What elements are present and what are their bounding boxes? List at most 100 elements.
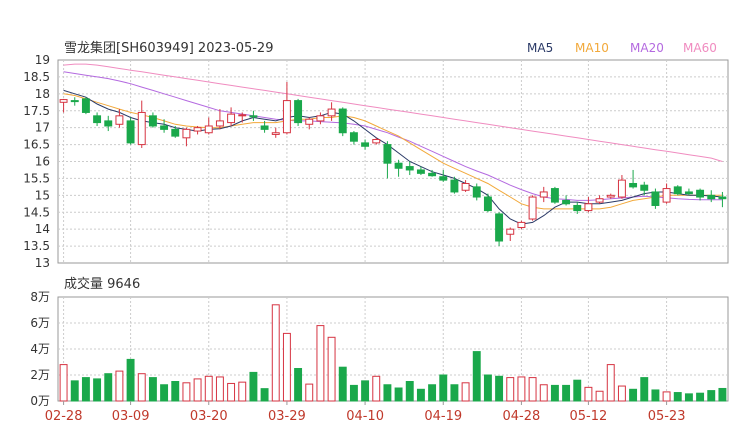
candle-body bbox=[528, 196, 537, 220]
candle-body bbox=[472, 186, 481, 198]
volume-bar bbox=[70, 380, 79, 402]
candle-body bbox=[696, 189, 705, 198]
candle-body bbox=[93, 115, 102, 124]
volume-bar bbox=[718, 387, 727, 402]
volume-bar bbox=[606, 364, 615, 402]
volume-bar bbox=[573, 379, 582, 402]
volume-bar bbox=[461, 382, 470, 402]
price-y-tick-label: 16 bbox=[35, 155, 50, 169]
volume-y-tick-label: 6万 bbox=[30, 316, 50, 330]
candle-body bbox=[539, 191, 548, 198]
price-y-tick-label: 15 bbox=[35, 188, 50, 202]
legend-ma10: MA10 bbox=[575, 41, 609, 55]
volume-bar bbox=[249, 371, 258, 402]
candle-body bbox=[104, 120, 113, 127]
candle-body bbox=[629, 182, 638, 188]
candle-body bbox=[562, 199, 571, 205]
volume-bar bbox=[327, 336, 336, 402]
volume-bar bbox=[383, 384, 392, 402]
volume-bar bbox=[528, 377, 537, 402]
ma5-line bbox=[63, 89, 723, 225]
volume-bar bbox=[316, 325, 325, 402]
x-tick-label: 05-23 bbox=[648, 409, 686, 424]
candle-body bbox=[171, 128, 180, 137]
volume-y-tick-label: 2万 bbox=[30, 368, 50, 382]
price-y-tick-label: 18 bbox=[35, 87, 50, 101]
volume-bar bbox=[629, 388, 638, 402]
price-y-tick-label: 14 bbox=[35, 222, 50, 236]
candle-body bbox=[517, 221, 526, 228]
candle-body bbox=[640, 184, 649, 191]
volume-bar bbox=[517, 376, 526, 402]
candle-body bbox=[148, 115, 157, 127]
legend-ma20: MA20 bbox=[630, 41, 664, 55]
candle-body bbox=[305, 118, 314, 125]
volume-bar bbox=[171, 381, 180, 402]
candle-body bbox=[361, 142, 370, 147]
volume-bar bbox=[148, 377, 157, 402]
volume-bar bbox=[115, 370, 124, 402]
volume-bar bbox=[405, 381, 414, 402]
volume-bar bbox=[595, 390, 604, 402]
volume-bar bbox=[673, 392, 682, 402]
candle-body bbox=[651, 191, 660, 206]
price-y-tick-label: 14.5 bbox=[23, 205, 50, 219]
candle-body bbox=[126, 120, 135, 144]
price-y-tick-label: 15.5 bbox=[23, 171, 50, 185]
price-y-tick-label: 13 bbox=[35, 256, 50, 270]
candle-body bbox=[160, 125, 169, 130]
volume-bar bbox=[137, 373, 146, 402]
x-tick-label: 03-29 bbox=[268, 409, 306, 424]
candle-body bbox=[316, 115, 325, 122]
volume-bar bbox=[104, 373, 113, 402]
candle-body bbox=[405, 166, 414, 171]
volume-bar bbox=[81, 377, 90, 402]
candle-body bbox=[327, 108, 336, 117]
volume-bar bbox=[271, 304, 280, 402]
candle-body bbox=[70, 100, 79, 103]
candle-body bbox=[372, 139, 381, 144]
candle-body bbox=[550, 188, 559, 203]
x-tick-label: 05-12 bbox=[570, 409, 608, 424]
candle-body bbox=[349, 132, 358, 142]
volume-bar bbox=[372, 375, 381, 402]
volume-bar bbox=[651, 389, 660, 402]
candle-body bbox=[282, 100, 291, 134]
candle-body bbox=[606, 194, 615, 198]
volume-bar bbox=[428, 384, 437, 402]
volume-y-tick-label: 8万 bbox=[30, 290, 50, 304]
candle-body bbox=[428, 172, 437, 177]
candle-body bbox=[617, 179, 626, 198]
candle-body bbox=[338, 108, 347, 134]
volume-title: 成交量 9646 bbox=[64, 276, 140, 292]
candle-body bbox=[383, 144, 392, 164]
candle-body bbox=[461, 182, 470, 191]
x-tick-label: 04-28 bbox=[503, 409, 541, 424]
x-axis: 02-28 03-09 03-20 03-29 04-10 04-19 04-28 05-12… bbox=[45, 401, 686, 424]
volume-bar bbox=[707, 390, 716, 402]
volume-bar bbox=[59, 364, 68, 402]
volume-bar bbox=[562, 384, 571, 402]
candle-body bbox=[483, 196, 492, 212]
candle-body bbox=[707, 194, 716, 200]
volume-bar bbox=[684, 393, 693, 402]
candle-body bbox=[450, 179, 459, 193]
price-y-tick-label: 19 bbox=[35, 53, 50, 67]
volume-bar bbox=[550, 384, 559, 402]
candle-body bbox=[249, 115, 258, 118]
candle-body bbox=[495, 213, 504, 242]
chart-title: 雪龙集团[SH603949] 2023-05-29 bbox=[64, 40, 273, 56]
candle-body bbox=[81, 98, 90, 113]
price-y-tick-label: 17.5 bbox=[23, 104, 50, 118]
candle-body bbox=[595, 198, 604, 203]
legend-ma5: MA5 bbox=[527, 41, 553, 55]
x-tick-label: 02-28 bbox=[45, 409, 83, 424]
candle-body bbox=[394, 162, 403, 169]
candle-body bbox=[193, 127, 202, 132]
candle-body bbox=[439, 176, 448, 181]
price-y-tick-label: 18.5 bbox=[23, 70, 50, 84]
candle-body bbox=[182, 128, 191, 139]
volume-bar bbox=[126, 358, 135, 402]
candle-body bbox=[271, 132, 280, 135]
